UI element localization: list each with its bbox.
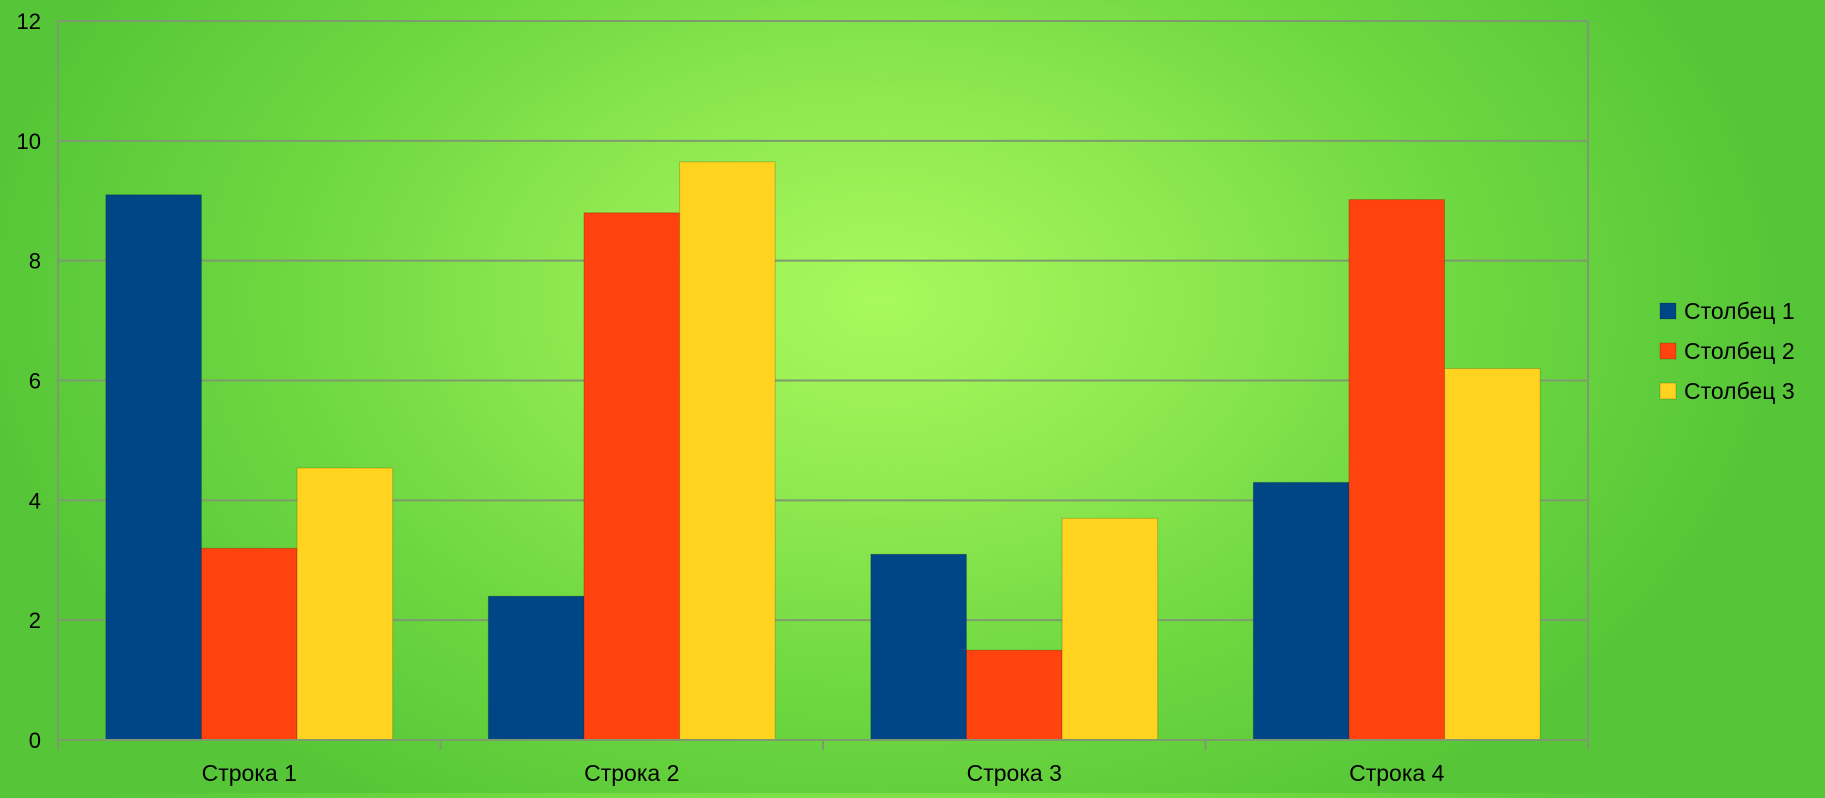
y-tick-label: 10 — [17, 129, 41, 154]
y-tick-label: 0 — [29, 728, 41, 753]
legend: Столбец 1 Столбец 2 Столбец 3 — [1659, 298, 1795, 404]
bar-2-1 — [200, 547, 298, 741]
y-tick-label: 12 — [17, 9, 41, 34]
bar-3-1 — [296, 467, 394, 741]
bar-2-2 — [583, 212, 681, 741]
y-tick-label: 2 — [29, 608, 41, 633]
bar-2-4 — [1348, 199, 1446, 741]
bar-1-3 — [870, 553, 967, 741]
legend-swatch-2 — [1659, 342, 1677, 360]
axes — [57, 21, 1589, 750]
bar-1-2 — [487, 595, 585, 741]
legend-swatch-3 — [1659, 382, 1677, 400]
x-tick-labels: Строка 1 Строка 2 Строка 3 Строка 4 — [202, 760, 1445, 786]
legend-label-3: Столбец 3 — [1684, 378, 1795, 404]
x-tick-label: Строка 3 — [967, 760, 1062, 786]
bar-1-1 — [105, 194, 202, 741]
bars — [105, 161, 1541, 741]
y-tick-labels: 0 2 4 6 8 10 12 — [17, 9, 41, 753]
bar-3-3 — [1061, 517, 1159, 741]
legend-swatch-1 — [1659, 302, 1677, 320]
legend-label-2: Столбец 2 — [1684, 338, 1795, 364]
x-tick-label: Строка 1 — [202, 760, 297, 786]
legend-label-1: Столбец 1 — [1684, 298, 1795, 324]
y-tick-label: 4 — [29, 488, 41, 513]
x-tick-label: Строка 2 — [584, 760, 679, 786]
bar-3-4 — [1444, 368, 1541, 741]
x-tick-label: Строка 4 — [1349, 760, 1444, 786]
y-tick-label: 8 — [29, 249, 41, 274]
bar-1-4 — [1252, 481, 1350, 741]
y-tick-label: 6 — [29, 369, 41, 394]
bar-3-2 — [679, 161, 776, 741]
bar-2-3 — [965, 649, 1063, 741]
